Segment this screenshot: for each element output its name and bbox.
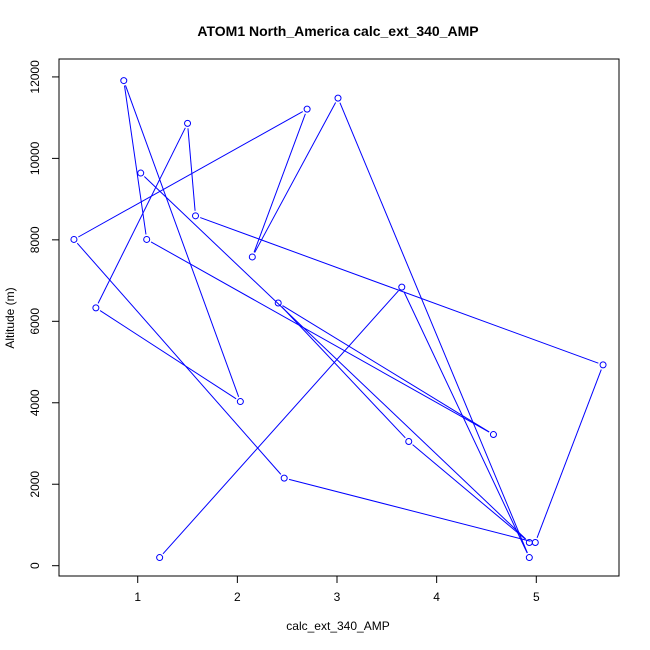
x-tick-label: 1 (134, 590, 141, 604)
series-line-segment (281, 306, 406, 439)
data-point (525, 554, 533, 562)
data-point (334, 94, 342, 102)
data-point (192, 212, 200, 220)
data-point (599, 361, 607, 369)
data-point (184, 119, 192, 127)
y-tick-label: 4000 (28, 389, 42, 416)
y-tick-label: 8000 (28, 226, 42, 253)
series-line-segment (339, 102, 528, 554)
series-line-segment (187, 128, 196, 211)
y-tick-label: 0 (28, 562, 42, 569)
y-tick-label: 6000 (28, 308, 42, 335)
data-point (236, 398, 244, 406)
data-point (92, 304, 100, 312)
series-line-segment (76, 242, 282, 475)
data-point (303, 105, 311, 113)
series-line-segment (254, 102, 337, 253)
series-line-segment (150, 241, 490, 433)
y-tick-label: 12000 (28, 60, 42, 94)
series-line-segment (143, 176, 527, 540)
data-point (70, 235, 78, 243)
series-line-segment (99, 310, 237, 400)
x-tick-label: 5 (533, 590, 540, 604)
data-point (156, 554, 164, 562)
series-line-segment (78, 111, 303, 238)
x-tick-label: 2 (234, 590, 241, 604)
series-line-segment (123, 85, 147, 235)
series-layer (70, 77, 607, 562)
data-point (489, 431, 497, 439)
y-tick-label: 2000 (28, 471, 42, 498)
x-axis: 1 2 3 4 5 (134, 575, 540, 604)
x-axis-label: calc_ext_340_AMP (286, 619, 389, 633)
series-line-segment (403, 291, 528, 554)
series-0 (70, 77, 607, 562)
series-line-segment (253, 113, 306, 253)
series-line-segment (97, 127, 186, 304)
data-point (143, 235, 151, 243)
y-axis: 0 2000 4000 6000 8000 10000 12000 (28, 60, 60, 569)
data-point (248, 253, 256, 261)
data-point (274, 299, 282, 307)
series-line-segment (536, 369, 602, 538)
data-point (398, 283, 406, 291)
y-axis-label: Altitude (m) (3, 287, 17, 348)
chart-title: ATOM1 North_America calc_ext_340_AMP (197, 23, 478, 39)
data-point (405, 437, 413, 445)
series-line-segment (200, 217, 599, 364)
data-point (280, 474, 288, 482)
series-line-segment (125, 85, 240, 398)
data-point (137, 169, 145, 177)
y-tick-label: 10000 (28, 141, 42, 175)
series-line-segment (162, 290, 399, 555)
data-point (120, 77, 128, 85)
x-tick-label: 4 (433, 590, 440, 604)
x-tick-label: 3 (334, 590, 341, 604)
series-line-segment (282, 305, 490, 433)
data-point (525, 538, 533, 546)
series-line-segment (288, 478, 531, 542)
series-line-segment (412, 444, 526, 540)
